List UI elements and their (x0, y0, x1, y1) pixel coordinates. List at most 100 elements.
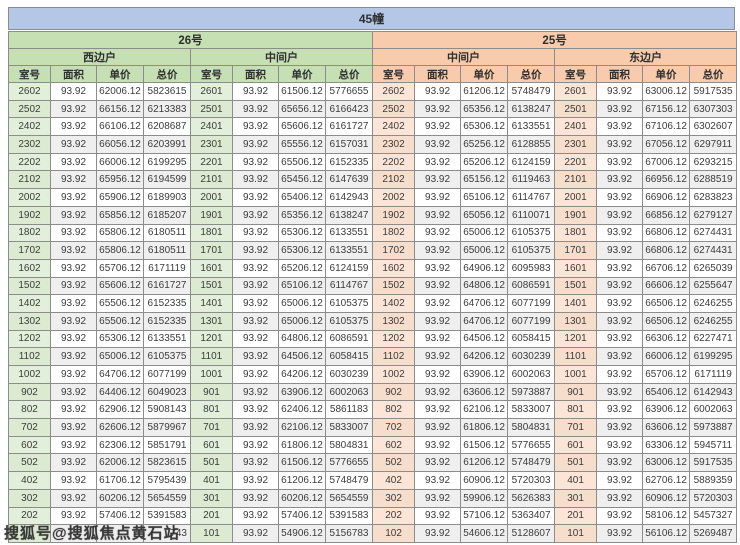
cell-area: 93.92 (596, 135, 644, 154)
cell-total-price: 6265039 (689, 258, 738, 278)
cell-room: 101 (190, 524, 233, 543)
cell-area: 93.92 (414, 506, 462, 526)
cell-unit-price: 65306.12 (96, 329, 144, 349)
cell-unit-price: 63906.12 (278, 382, 326, 402)
cell-unit-price: 66156.12 (96, 99, 144, 119)
table-row: 1602 93.92 65706.12 6171119 1601 93.92 65206.1… (8, 258, 738, 278)
building-title: 45幢 (8, 7, 735, 30)
cell-room: 1902 (372, 205, 416, 225)
cell-total-price: 6086591 (507, 276, 556, 296)
cell-total-price: 5973887 (507, 382, 556, 402)
cell-unit-price: 59906.12 (460, 488, 509, 508)
cell-area: 93.92 (596, 170, 644, 190)
cell-unit-price: 62306.12 (96, 435, 144, 455)
column-header: 总价 (507, 65, 556, 83)
cell-room: 501 (190, 453, 233, 473)
cell-total-price: 6152335 (143, 294, 191, 313)
cell-total-price: 5748479 (507, 82, 556, 101)
cell-area: 93.92 (50, 276, 97, 296)
cell-area: 93.92 (596, 418, 644, 437)
cell-unit-price: 63906.12 (460, 365, 509, 384)
cell-room: 1301 (190, 311, 233, 331)
cell-room: 1601 (190, 258, 233, 278)
cell-total-price: 5908143 (143, 400, 191, 420)
cell-total-price: 6124159 (507, 152, 556, 172)
table-row: 902 93.92 64406.12 6049023 901 93.92 63906.12 6… (8, 382, 738, 402)
table-row: 743 101 93.92 54906.12 5156783 102 93.92 54606.… (8, 524, 738, 543)
cell-unit-price: 64706.12 (96, 365, 144, 384)
table-row: 1102 93.92 65006.12 6105375 1101 93.92 64506.1… (8, 347, 738, 366)
cell-area (50, 524, 97, 543)
table-row: 2302 93.92 66056.12 6203991 2301 93.92 65556.1… (8, 135, 738, 154)
cell-room: 1902 (8, 205, 51, 225)
cell-area: 93.92 (50, 152, 97, 172)
cell-unit-price: 65006.12 (460, 241, 509, 260)
cell-room: 2002 (372, 188, 416, 207)
cell-total-price: 5776655 (507, 435, 556, 455)
cell-total-price: 5879967 (143, 418, 191, 437)
cell-room: 2101 (554, 170, 598, 190)
cell-room: 2401 (190, 117, 233, 137)
cell-room: 2201 (554, 152, 598, 172)
building-header: 25号 (372, 31, 738, 49)
cell-unit-price: 63906.12 (642, 400, 691, 420)
cell-room: 1402 (8, 294, 51, 313)
cell-total-price: 5861183 (324, 400, 374, 420)
cell-total-price: 6255647 (689, 276, 738, 296)
cell-area: 93.92 (50, 294, 97, 313)
cell-unit-price: 65806.12 (96, 223, 144, 243)
cell-area: 93.92 (414, 117, 462, 137)
cell-total-price: 5128607 (507, 524, 556, 543)
cell-area: 93.92 (232, 152, 279, 172)
column-header: 单价 (278, 65, 326, 83)
cell-area: 93.92 (50, 506, 97, 526)
cell-unit-price: 54606.12 (460, 524, 509, 543)
cell-total-price: 6077199 (143, 365, 191, 384)
cell-unit-price: 60906.12 (460, 471, 509, 490)
cell-area: 93.92 (232, 506, 279, 526)
cell-total-price: 5363407 (507, 506, 556, 526)
cell-total-price: 6058415 (324, 347, 374, 366)
cell-total-price: 5804831 (507, 418, 556, 437)
cell-room: 1802 (372, 223, 416, 243)
cell-total-price: 6030239 (324, 365, 374, 384)
cell-total-price: 6105375 (507, 223, 556, 243)
table-row: 802 93.92 62906.12 5908143 801 93.92 62406.12 5… (8, 400, 738, 420)
cell-total-price: 6030239 (507, 347, 556, 366)
cell-total-price: 6293215 (689, 152, 738, 172)
cell-room: 201 (190, 506, 233, 526)
cell-unit-price: 66806.12 (642, 223, 691, 243)
column-header: 总价 (324, 65, 374, 83)
column-header: 单价 (96, 65, 144, 83)
cell-area: 93.92 (232, 241, 279, 260)
cell-room: 1502 (372, 276, 416, 296)
table-row: 602 93.92 62306.12 5851791 601 93.92 61806.12 5… (8, 435, 738, 455)
cell-room: 2302 (8, 135, 51, 154)
cell-unit-price: 65306.12 (278, 241, 326, 260)
cell-unit-price: 57406.12 (278, 506, 326, 526)
cell-unit-price: 65506.12 (96, 294, 144, 313)
cell-unit-price: 65556.12 (278, 135, 326, 154)
cell-area: 93.92 (596, 347, 644, 366)
cell-unit-price: 65306.12 (278, 223, 326, 243)
cell-total-price: 6189903 (143, 188, 191, 207)
cell-room: 1101 (554, 347, 598, 366)
cell-room: 301 (190, 488, 233, 508)
table-row: 1502 93.92 65606.12 6161727 1501 93.92 65106.1… (8, 276, 738, 296)
cell-room: 2102 (8, 170, 51, 190)
cell-total-price: 6194599 (143, 170, 191, 190)
cell-room: 301 (554, 488, 598, 508)
cell-area: 93.92 (50, 82, 97, 101)
cell-room: 2601 (554, 82, 598, 101)
cell-unit-price: 65806.12 (96, 241, 144, 260)
table-row: 1802 93.92 65806.12 6180511 1801 93.92 65306.1… (8, 223, 738, 243)
cell-total-price: 5654559 (324, 488, 374, 508)
cell-unit-price: 67106.12 (642, 117, 691, 137)
cell-unit-price: 65056.12 (460, 205, 509, 225)
cell-area: 93.92 (414, 99, 462, 119)
column-header: 单价 (460, 65, 509, 83)
cell-total-price: 5391583 (143, 506, 191, 526)
cell-room: 1801 (554, 223, 598, 243)
cell-unit-price: 65506.12 (96, 311, 144, 331)
cell-area: 93.92 (596, 241, 644, 260)
